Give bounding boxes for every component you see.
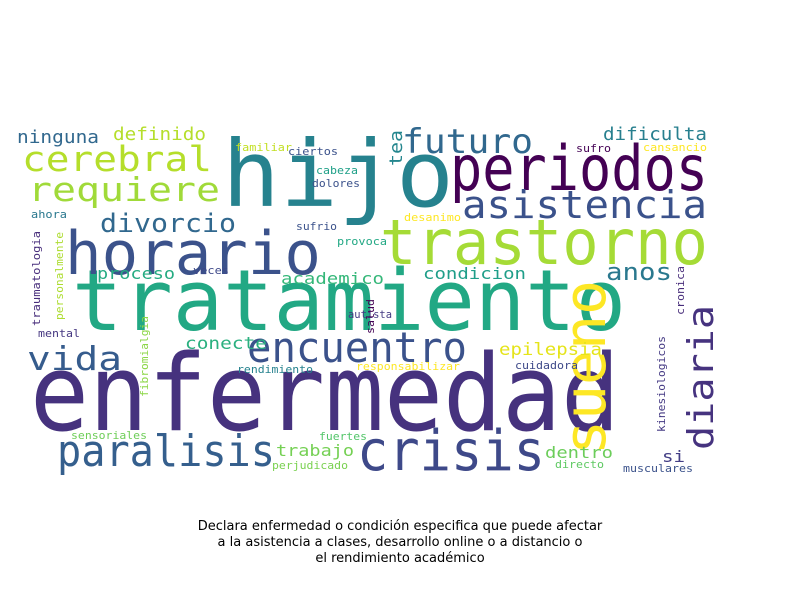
cloud-word-traumatologia: traumatologia xyxy=(30,231,43,326)
cloud-word-directo: directo xyxy=(555,458,604,471)
cloud-word-definido: definido xyxy=(113,124,206,145)
cloud-word-cerebral: cerebral xyxy=(22,140,212,180)
cloud-word-requiere: requiere xyxy=(28,170,220,209)
caption-line-1: Declara enfermedad o condición especific… xyxy=(197,519,603,534)
cloud-word-condicion: condicion xyxy=(423,264,526,283)
cloud-word-cuidadora: cuidadora xyxy=(515,359,578,372)
cloud-word-salud: salud xyxy=(364,299,377,334)
cloud-word-dolores: dolores xyxy=(312,177,360,190)
cloud-word-futuro: futuro xyxy=(402,122,533,162)
cloud-word-epilepsia: epilepsia xyxy=(499,340,602,360)
cloud-word-perjudicado: perjudicado xyxy=(272,459,348,472)
cloud-word-enfermedad: enfermedad xyxy=(30,332,620,455)
cloud-word-mental: mental xyxy=(38,327,80,340)
cloud-word-kinesiologicos: kinesiologicos xyxy=(655,336,668,432)
cloud-word-fuertes: fuertes xyxy=(319,430,367,443)
cloud-word-divorcio: divorcio xyxy=(100,209,236,239)
cloud-word-tea: tea xyxy=(386,130,407,166)
cloud-word-dentro: dentro xyxy=(545,443,613,462)
cloud-word-responsabilizar: responsabilizar xyxy=(356,360,460,373)
cloud-word-sufro: sufro xyxy=(576,142,611,155)
cloud-word-vida: vida xyxy=(27,339,122,378)
cloud-word-crisis: crisis xyxy=(357,419,545,484)
cloud-word-ciertos: ciertos xyxy=(288,145,338,158)
cloud-word-hijo: hijo xyxy=(222,121,454,228)
cloud-word-conecte: conecte xyxy=(185,334,267,354)
cloud-word-diaria: diaria xyxy=(681,305,722,450)
cloud-word-si: si xyxy=(662,447,685,466)
cloud-word-familiar: familiar xyxy=(235,141,292,154)
cloud-word-asistencia: asistencia xyxy=(462,183,707,227)
cloud-word-sufrio: sufrio xyxy=(296,220,337,233)
cloud-word-horario: horario xyxy=(65,219,321,289)
cloud-word-encuentro: encuentro xyxy=(247,323,467,372)
cloud-word-sueno: sueno xyxy=(551,280,619,455)
cloud-word-dificulta: dificulta xyxy=(603,124,707,145)
cloud-word-autista: autista xyxy=(348,308,392,321)
cloud-word-cronica: cronica xyxy=(674,266,687,315)
cloud-word-ahora: ahora xyxy=(31,208,67,221)
cloud-word-periodos: periodos xyxy=(450,132,708,205)
cloud-word-musculares: musculares xyxy=(623,462,693,475)
cloud-word-academico: academico xyxy=(281,269,384,288)
cloud-word-paralisis: paralisis xyxy=(57,426,275,477)
cloud-word-ninguna: ninguna xyxy=(17,127,99,148)
caption-line-3: el rendimiento académico xyxy=(315,551,485,566)
cloud-word-personalmente: personalmente xyxy=(53,232,66,320)
caption-line-2: a la asistencia a clases, desarrollo onl… xyxy=(217,535,583,550)
cloud-word-proceso: proceso xyxy=(97,264,175,283)
cloud-word-veces: veces xyxy=(193,264,229,277)
cloud-word-sensoriales: sensoriales xyxy=(71,429,147,442)
cloud-word-trabajo: trabajo xyxy=(276,441,354,460)
cloud-word-desanimo: desanimo xyxy=(404,211,461,224)
cloud-word-trastorno: trastorno xyxy=(380,206,708,279)
cloud-word-provoca: provoca xyxy=(337,235,387,248)
cloud-word-anos: anos xyxy=(606,258,672,286)
cloud-word-cansancio: cansancio xyxy=(643,141,707,154)
cloud-word-fibromialgia: fibromialgia xyxy=(138,316,151,397)
figure-caption: Declara enfermedad o condición especific… xyxy=(100,519,700,567)
cloud-word-cabeza: cabeza xyxy=(316,164,358,177)
cloud-word-rendimiento: rendimiento xyxy=(237,363,313,376)
cloud-word-tratamiento: tratamiento xyxy=(72,252,626,351)
